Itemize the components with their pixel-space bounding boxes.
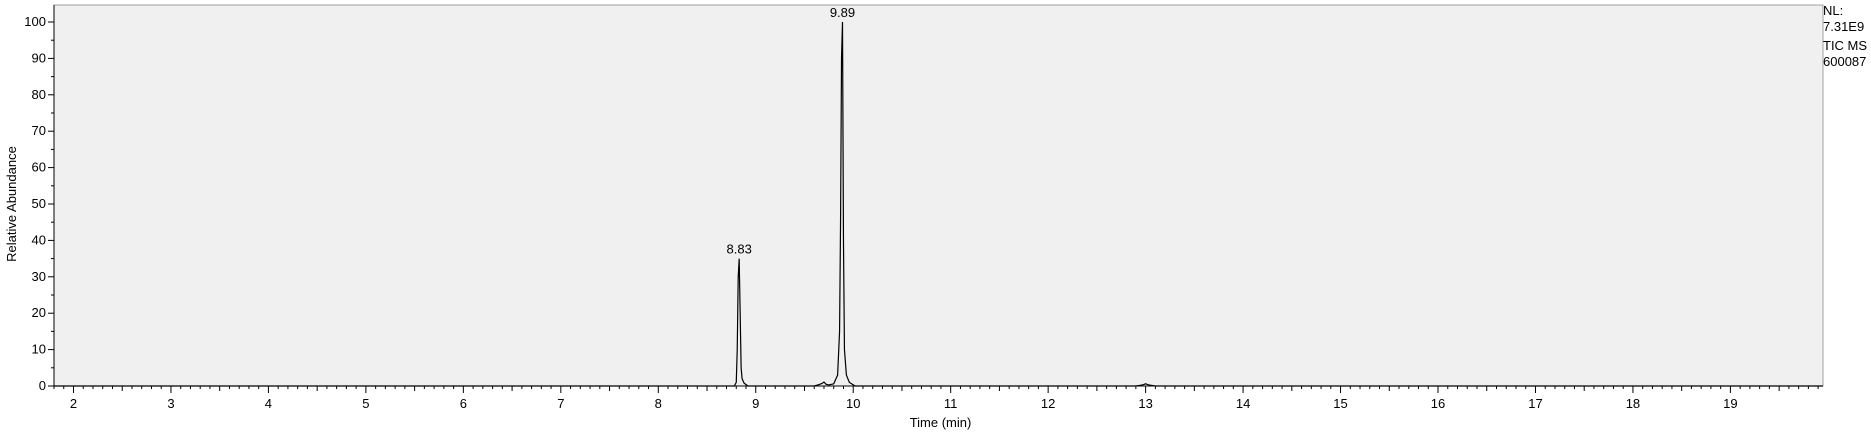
file-id: 600087 <box>1823 54 1867 69</box>
x-tick-label: 9 <box>752 396 759 411</box>
x-tick-label: 16 <box>1431 396 1445 411</box>
nl-label: NL: <box>1823 3 1844 18</box>
x-tick-label: 4 <box>265 396 272 411</box>
y-tick-label: 60 <box>32 160 46 175</box>
x-tick-label: 8 <box>655 396 662 411</box>
y-tick-label: 80 <box>32 87 46 102</box>
peak-label: 9.89 <box>830 5 855 20</box>
x-tick-label: 7 <box>557 396 564 411</box>
chromatogram-trace-0 <box>54 21 1823 387</box>
x-tick-label: 17 <box>1528 396 1542 411</box>
nl-value: 7.31E9 <box>1823 19 1865 34</box>
x-tick-label: 19 <box>1723 396 1737 411</box>
labels-layer: 0 10 20 30 40 50 60 70 80 90 100 2 3 4 5 6 7 8 9 10 11 12 13 14… <box>4 5 1738 430</box>
x-tick-label: 6 <box>460 396 467 411</box>
scan-type: TIC MS <box>1823 38 1868 53</box>
y-tick-label: 40 <box>32 232 46 247</box>
y-tick-label: 20 <box>32 305 46 320</box>
y-tick-label: 90 <box>32 50 46 65</box>
x-tick-label: 10 <box>846 396 860 411</box>
x-tick-label: 12 <box>1041 396 1055 411</box>
y-tick-label: 0 <box>39 378 46 393</box>
x-tick-label: 3 <box>167 396 174 411</box>
x-tick-label: 13 <box>1138 396 1152 411</box>
plot-area <box>53 4 1824 387</box>
x-axis-title: Time (min) <box>910 415 972 430</box>
trace-layer <box>54 21 1823 387</box>
y-tick-label: 70 <box>32 123 46 138</box>
y-tick-label: 30 <box>32 269 46 284</box>
x-tick-label: 18 <box>1626 396 1640 411</box>
x-tick-label: 2 <box>70 396 77 411</box>
x-tick-label: 15 <box>1333 396 1347 411</box>
y-tick-label: 100 <box>24 14 46 29</box>
y-axis-title: Relative Abundance <box>4 146 19 262</box>
x-tick-label: 11 <box>944 396 958 411</box>
x-tick-label: 14 <box>1236 396 1250 411</box>
y-tick-label: 10 <box>32 342 46 357</box>
x-tick-label: 5 <box>362 396 369 411</box>
axes-layer <box>48 5 1823 393</box>
peak-label: 8.83 <box>727 242 752 257</box>
y-tick-label: 50 <box>32 196 46 211</box>
